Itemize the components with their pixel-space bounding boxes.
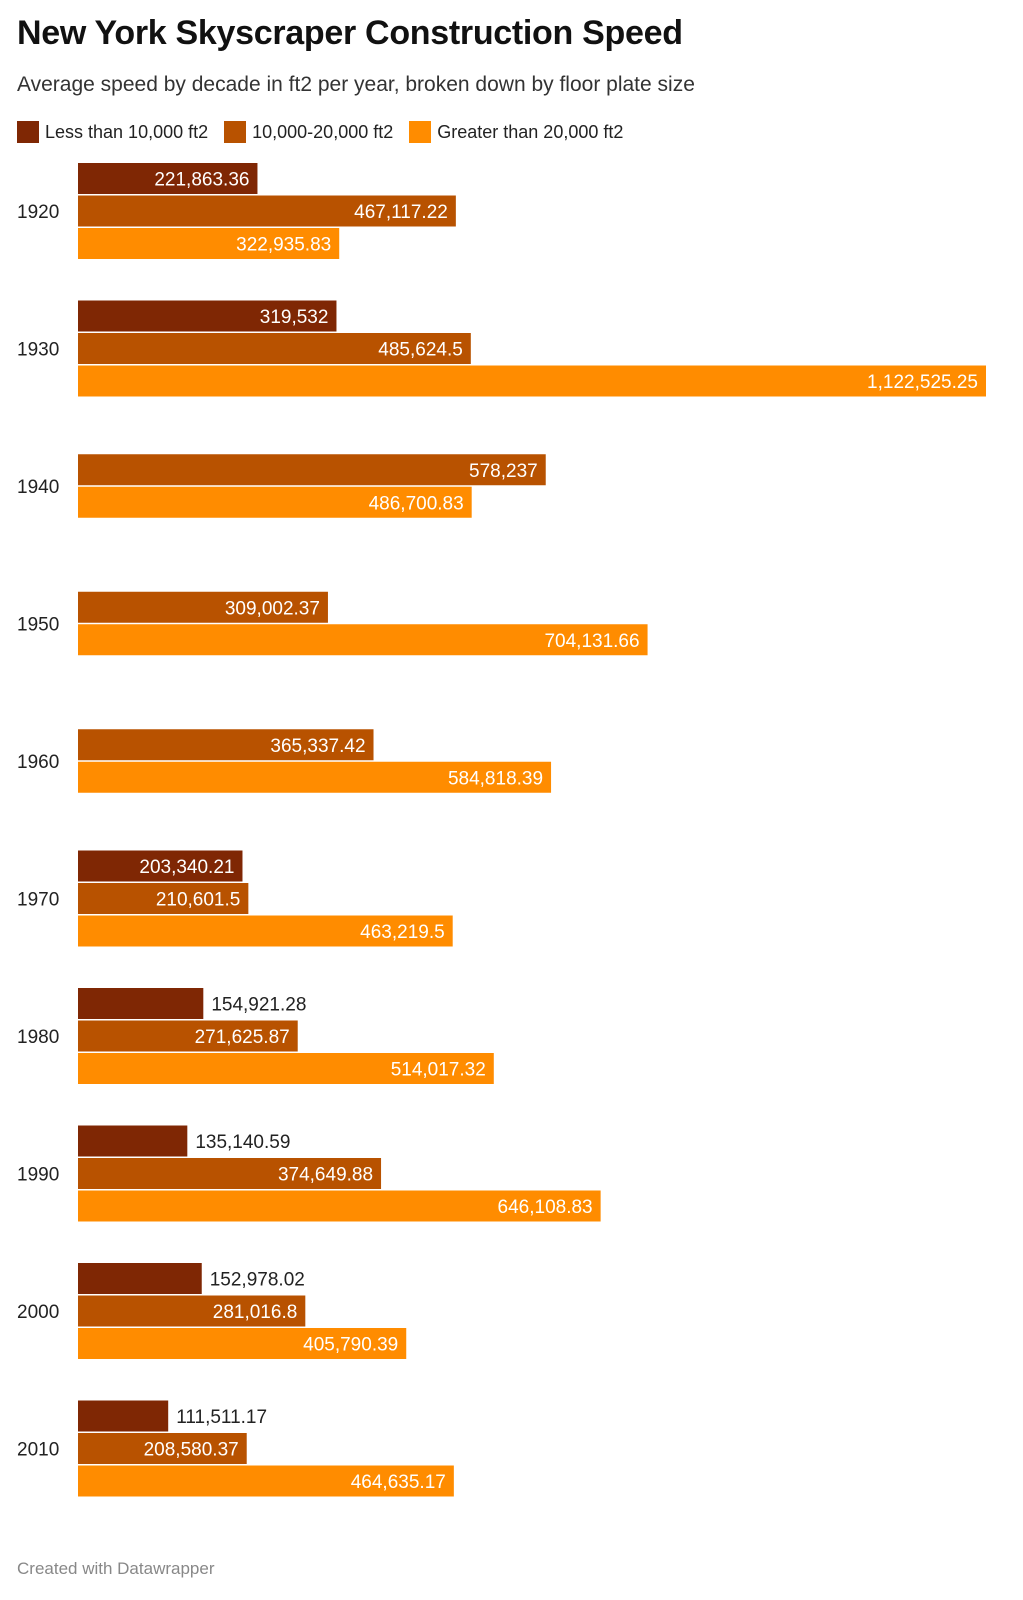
category-label-1950: 1950 bbox=[17, 615, 59, 636]
bar-value-label-1920-large: 322,935.83 bbox=[236, 235, 331, 256]
bar-value-label-1990-medium: 374,649.88 bbox=[278, 1165, 373, 1186]
bar-1980-small bbox=[78, 988, 204, 1019]
bar-1970-large bbox=[78, 915, 453, 947]
bar-value-label-2000-medium: 281,016.8 bbox=[213, 1302, 298, 1323]
legend-item-small: Less than 10,000 ft2 bbox=[17, 121, 208, 143]
bar-value-label-2010-medium: 208,580.37 bbox=[144, 1440, 239, 1461]
category-label-1980: 1980 bbox=[17, 1027, 59, 1048]
bar-1960-large bbox=[78, 761, 552, 793]
footer-credit: Created with Datawrapper bbox=[17, 1559, 215, 1578]
bar-group-1920: 1920 221,863.36 467,117.22 322,935.83 bbox=[17, 163, 456, 259]
chart-subtitle: Average speed by decade in ft2 per year,… bbox=[17, 73, 695, 96]
category-label-2010: 2010 bbox=[17, 1440, 59, 1461]
bar-value-label-1980-large: 514,017.32 bbox=[391, 1060, 486, 1081]
bar-value-label-1970-medium: 210,601.5 bbox=[156, 890, 241, 911]
bar-1950-large bbox=[78, 624, 648, 656]
bar-value-label-1940-medium: 578,237 bbox=[469, 461, 538, 482]
legend-swatch-large bbox=[409, 121, 432, 143]
bar-value-label-1980-small: 154,921.28 bbox=[211, 995, 306, 1016]
bar-group-1930: 1930 319,532 485,624.5 1,122,525.25 bbox=[17, 300, 986, 397]
bar-value-label-1960-large: 584,818.39 bbox=[448, 768, 543, 789]
bar-value-label-1990-small: 135,140.59 bbox=[195, 1132, 290, 1153]
legend-item-large: Greater than 20,000 ft2 bbox=[409, 121, 623, 143]
bar-1930-large bbox=[78, 365, 986, 397]
bar-value-label-2010-large: 464,635.17 bbox=[351, 1472, 446, 1493]
bar-1990-large bbox=[78, 1190, 601, 1222]
bar-group-1960: 1960 365,337.42 584,818.39 bbox=[17, 729, 552, 793]
legend-label-large: Greater than 20,000 ft2 bbox=[437, 121, 624, 142]
bar-2000-medium bbox=[78, 1295, 306, 1327]
bar-chart: 1920 221,863.36 467,117.22 322,935.83 1930 31… bbox=[17, 163, 986, 1497]
bar-value-label-1980-medium: 271,625.87 bbox=[195, 1027, 290, 1048]
bar-value-label-1920-medium: 467,117.22 bbox=[354, 202, 448, 223]
bar-1990-small bbox=[78, 1125, 188, 1157]
bar-value-label-1930-medium: 485,624.5 bbox=[378, 340, 463, 361]
bar-1920-large bbox=[78, 228, 340, 259]
category-label-2000: 2000 bbox=[17, 1302, 59, 1323]
legend-label-medium: 10,000-20,000 ft2 bbox=[252, 121, 394, 142]
category-label-1940: 1940 bbox=[17, 477, 59, 498]
bar-2010-large bbox=[78, 1465, 454, 1497]
bar-2010-medium bbox=[78, 1433, 247, 1464]
bar-group-1970: 1970 203,340.21 210,601.5 463,219.5 bbox=[17, 850, 453, 947]
bar-value-label-1970-small: 203,340.21 bbox=[139, 857, 234, 878]
bar-1930-medium bbox=[78, 333, 471, 364]
bar-1970-small bbox=[78, 850, 243, 882]
bar-value-label-1950-large: 704,131.66 bbox=[544, 631, 639, 652]
category-label-1930: 1930 bbox=[17, 340, 59, 361]
bar-value-label-1940-large: 486,700.83 bbox=[369, 493, 464, 514]
bar-value-label-1930-large: 1,122,525.25 bbox=[867, 372, 978, 393]
bar-1960-medium bbox=[78, 729, 374, 761]
category-label-1990: 1990 bbox=[17, 1165, 59, 1186]
bar-1920-medium bbox=[78, 195, 456, 227]
legend-item-medium: 10,000-20,000 ft2 bbox=[224, 121, 393, 143]
legend-label-small: Less than 10,000 ft2 bbox=[45, 121, 209, 142]
bar-1940-medium bbox=[78, 454, 546, 486]
bar-2010-small bbox=[78, 1400, 169, 1432]
category-label-1970: 1970 bbox=[17, 890, 59, 911]
bar-2000-large bbox=[78, 1328, 407, 1359]
bar-value-label-2000-large: 405,790.39 bbox=[303, 1335, 398, 1356]
category-label-1960: 1960 bbox=[17, 752, 59, 773]
legend-swatch-small bbox=[17, 121, 39, 143]
legend-swatch-medium bbox=[224, 121, 247, 143]
bar-value-label-1960-medium: 365,337.42 bbox=[270, 736, 365, 757]
bar-1980-large bbox=[78, 1053, 494, 1084]
bar-1920-small bbox=[78, 163, 258, 194]
bar-value-label-2010-small: 111,511.17 bbox=[176, 1407, 267, 1428]
bar-value-label-2000-small: 152,978.02 bbox=[210, 1270, 305, 1291]
bar-group-2010: 2010 111,511.17 208,580.37 464,635.17 bbox=[17, 1400, 454, 1497]
bar-1990-medium bbox=[78, 1158, 382, 1189]
bar-1980-medium bbox=[78, 1020, 298, 1052]
bar-value-label-1970-large: 463,219.5 bbox=[360, 922, 445, 943]
bar-group-1980: 1980 154,921.28 271,625.87 514,017.32 bbox=[17, 988, 494, 1084]
bar-value-label-1930-small: 319,532 bbox=[260, 307, 329, 328]
bar-group-1950: 1950 309,002.37 704,131.66 bbox=[17, 591, 648, 656]
legend: Less than 10,000 ft2 10,000-20,000 ft2 G… bbox=[17, 119, 639, 145]
chart-title: New York Skyscraper Construction Speed bbox=[17, 14, 683, 52]
bar-2000-small bbox=[78, 1263, 202, 1294]
bar-value-label-1950-medium: 309,002.37 bbox=[225, 598, 320, 619]
bar-group-1990: 1990 135,140.59 374,649.88 646,108.83 bbox=[17, 1125, 601, 1222]
bar-value-label-1990-large: 646,108.83 bbox=[498, 1197, 593, 1218]
bar-1970-medium bbox=[78, 883, 249, 914]
category-label-1920: 1920 bbox=[17, 202, 59, 223]
bar-1930-small bbox=[78, 300, 337, 332]
bar-value-label-1920-small: 221,863.36 bbox=[154, 170, 249, 191]
bar-1950-medium bbox=[78, 591, 328, 623]
bar-1940-large bbox=[78, 486, 472, 518]
